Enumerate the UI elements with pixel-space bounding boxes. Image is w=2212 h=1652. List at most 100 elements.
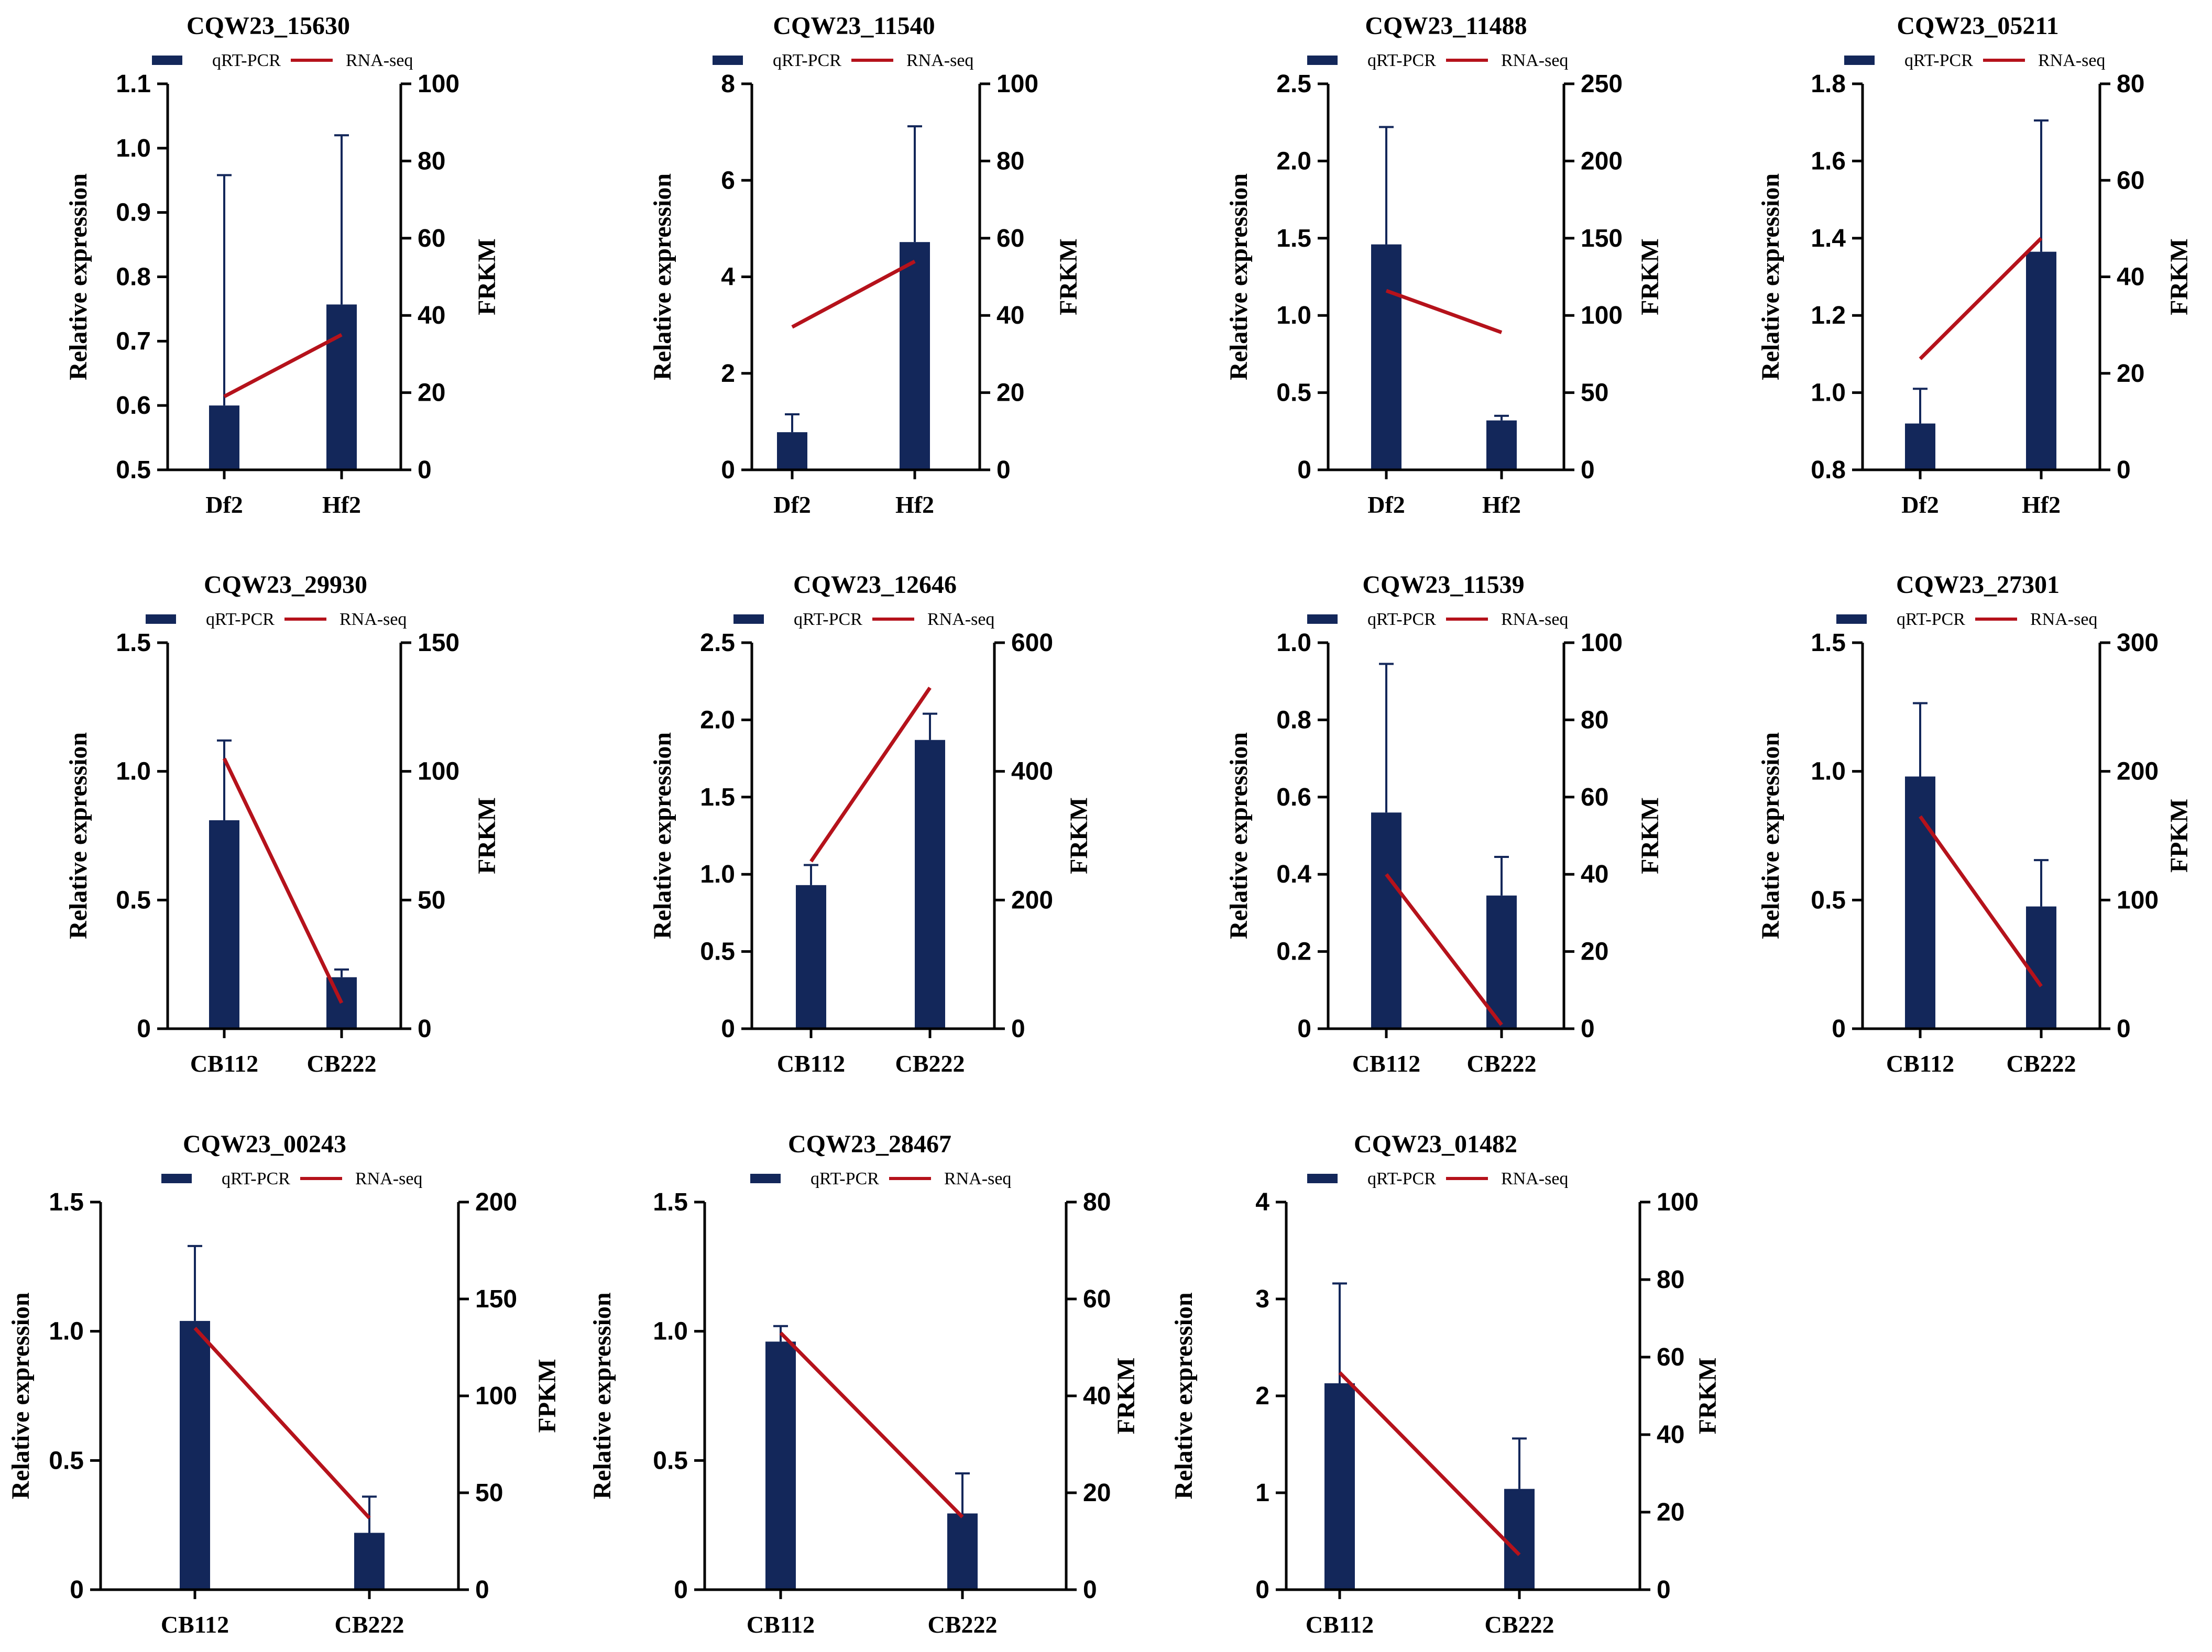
left-tick-label: 1.6: [1811, 147, 1846, 175]
right-tick-label: 20: [1083, 1479, 1111, 1507]
left-axis-title: Relative expression: [1225, 732, 1253, 939]
left-tick-label: 0.5: [116, 886, 151, 914]
right-axis-title: FRKM: [473, 797, 501, 874]
left-tick-label: 0.8: [116, 263, 151, 291]
legend-label-rna-seq: RNA-seq: [1501, 610, 1568, 629]
chart-panel-3: CQW23_11488 qRT-PCR RNA-seq 0 0.5 1.0 1.5 2.0 2.…: [1225, 12, 1664, 518]
right-tick-label: 100: [997, 70, 1038, 98]
right-tick-label: 100: [418, 758, 459, 786]
left-axis-title: Relative expression: [1170, 1292, 1198, 1499]
legend-label-rna-seq: RNA-seq: [906, 51, 973, 70]
legend-label-qrt-pcr: qRT-PCR: [1897, 610, 1965, 629]
left-tick-label: 2.0: [700, 706, 735, 734]
right-tick-label: 20: [2117, 360, 2144, 388]
bar-hf2: [1486, 420, 1517, 470]
left-tick-label: 0: [1297, 456, 1311, 484]
right-tick-label: 20: [1657, 1499, 1684, 1526]
legend-swatch-qrt-pcr: [1307, 614, 1338, 624]
left-tick-label: 1.0: [1811, 758, 1846, 786]
right-tick-label: 0: [1657, 1576, 1671, 1604]
legend-label-rna-seq: RNA-seq: [1501, 1169, 1568, 1188]
legend-label-qrt-pcr: qRT-PCR: [222, 1169, 290, 1188]
left-tick-label: 2: [721, 360, 735, 388]
bar-df2: [777, 432, 807, 470]
left-tick-label: 0.8: [1276, 706, 1311, 734]
rna-seq-line: [791, 259, 916, 329]
x-tick-label: CB112: [1886, 1050, 1954, 1077]
x-tick-label: CB222: [895, 1050, 965, 1077]
x-tick-label: Hf2: [322, 491, 361, 518]
chart-title: CQW23_29930: [204, 571, 367, 599]
x-tick-label: Df2: [1367, 491, 1405, 518]
left-tick-label: 0.5: [1276, 379, 1311, 407]
bar-df2: [209, 405, 239, 470]
x-tick-label: CB112: [1306, 1611, 1374, 1638]
right-axis-title: FRKM: [2165, 238, 2193, 315]
legend-label-rna-seq: RNA-seq: [346, 51, 413, 70]
right-axis-title: FRKM: [1636, 238, 1664, 315]
rna-seq-line: [779, 1331, 964, 1518]
left-tick-label: 1.2: [1811, 302, 1846, 329]
left-tick-label: 0: [721, 1015, 735, 1043]
bar-cb222: [1504, 1489, 1535, 1590]
bar-cb222: [947, 1513, 978, 1590]
legend-swatch-qrt-pcr: [713, 56, 743, 65]
legend-label-rna-seq: RNA-seq: [2038, 51, 2105, 70]
right-axis-title: FRKM: [473, 238, 501, 315]
right-tick-label: 600: [1011, 629, 1053, 657]
left-tick-label: 0: [137, 1015, 151, 1043]
left-tick-label: 1.0: [1276, 629, 1311, 657]
left-tick-label: 0.6: [116, 392, 151, 420]
left-tick-label: 4: [1255, 1188, 1269, 1216]
left-tick-label: 3: [1255, 1285, 1269, 1313]
chart-title: CQW23_11488: [1365, 12, 1527, 40]
right-tick-label: 0: [418, 1015, 432, 1043]
rna-seq-line: [1919, 815, 2043, 987]
chart-title: CQW23_05211: [1897, 12, 2058, 40]
legend-label-rna-seq: RNA-seq: [355, 1169, 422, 1188]
legend-swatch-qrt-pcr: [733, 614, 764, 624]
right-tick-label: 200: [1581, 147, 1623, 175]
legend-label-rna-seq: RNA-seq: [927, 610, 994, 629]
left-tick-label: 2.5: [700, 629, 735, 657]
right-tick-label: 100: [475, 1382, 517, 1410]
bar-cb222: [2026, 906, 2056, 1029]
chart-panel-6: CQW23_12646 qRT-PCR RNA-seq 0 0.5 1.0 1.5 2.0 2.…: [649, 571, 1093, 1077]
chart-title: CQW23_27301: [1896, 571, 2060, 599]
right-tick-label: 60: [997, 225, 1024, 252]
bar-cb112: [209, 820, 239, 1029]
rna-seq-line: [1919, 237, 2043, 360]
chart-panel-8: CQW23_27301 qRT-PCR RNA-seq 0 0.5 1.0 1.5 0 100 2…: [1757, 571, 2193, 1077]
right-tick-label: 400: [1011, 758, 1053, 786]
right-tick-label: 50: [475, 1479, 503, 1507]
left-axis-title: Relative expression: [1757, 732, 1784, 939]
left-tick-label: 1.0: [49, 1318, 84, 1346]
x-tick-label: Df2: [205, 491, 243, 518]
legend-label-qrt-pcr: qRT-PCR: [206, 610, 275, 629]
left-tick-label: 1.0: [653, 1318, 688, 1346]
x-tick-label: CB112: [190, 1050, 258, 1077]
x-tick-label: CB112: [777, 1050, 845, 1077]
legend-swatch-qrt-pcr: [161, 1174, 192, 1183]
bar-hf2: [900, 242, 930, 470]
right-tick-label: 60: [1657, 1343, 1684, 1371]
left-axis-title: Relative expression: [588, 1292, 616, 1499]
legend-swatch-qrt-pcr: [1307, 56, 1338, 65]
left-tick-label: 4: [721, 263, 735, 291]
right-tick-label: 100: [1657, 1188, 1699, 1216]
right-tick-label: 20: [1581, 938, 1608, 966]
rna-seq-line: [1385, 289, 1503, 334]
chart-title: CQW23_15630: [187, 12, 350, 40]
left-axis-title: Relative expression: [1757, 173, 1784, 380]
bar-cb112: [765, 1341, 796, 1590]
right-tick-label: 300: [2117, 629, 2159, 657]
x-tick-label: CB112: [747, 1611, 815, 1638]
right-tick-label: 0: [418, 456, 432, 484]
right-tick-label: 80: [2117, 70, 2144, 98]
right-tick-label: 40: [997, 302, 1024, 329]
bar-hf2: [2026, 251, 2056, 470]
legend-label-qrt-pcr: qRT-PCR: [811, 1169, 879, 1188]
right-tick-label: 40: [2117, 263, 2144, 291]
legend-label-rna-seq: RNA-seq: [2030, 610, 2097, 629]
